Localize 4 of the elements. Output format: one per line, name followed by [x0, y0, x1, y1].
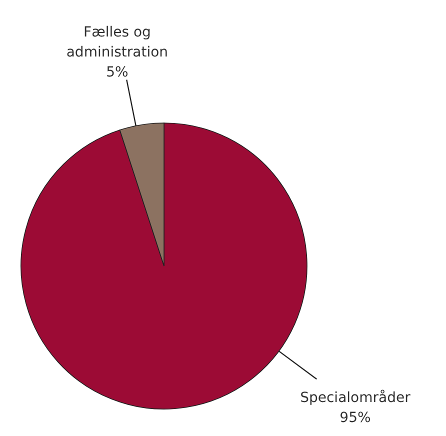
data-label: 5% [106, 64, 128, 81]
data-label: 95% [340, 410, 371, 426]
slice-label: Specialområder [300, 389, 411, 406]
slice-label: Fælles og administration [66, 24, 168, 61]
